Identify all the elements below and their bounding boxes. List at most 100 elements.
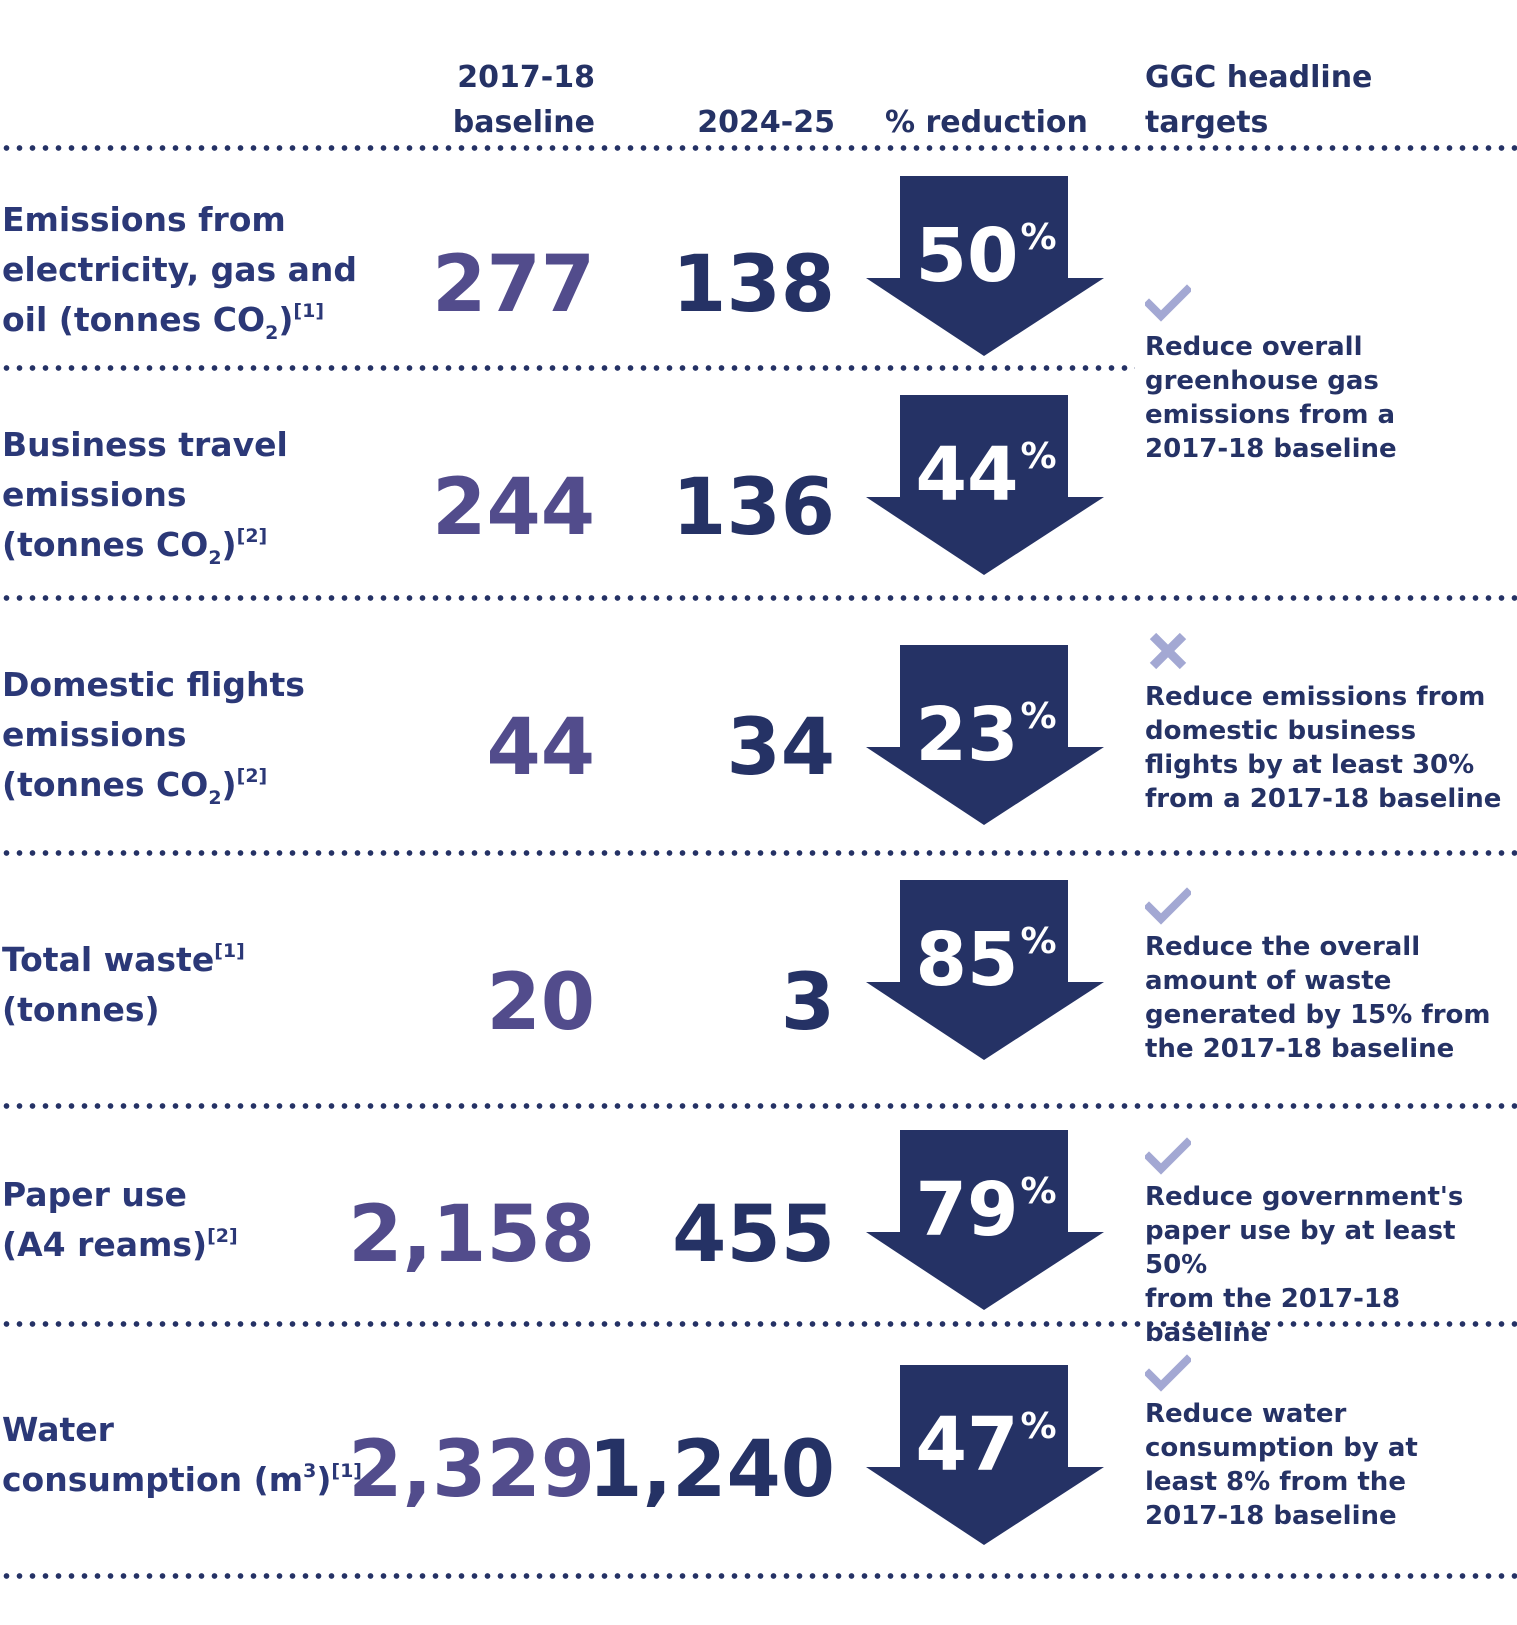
label-text: oil (tonnes CO <box>2 300 266 339</box>
percent-sign: % <box>1020 1406 1057 1447</box>
target-line: from the 2017-18 baseline <box>1145 1284 1401 1348</box>
header-reduction: % reduction <box>885 105 1088 140</box>
reduction-percent: 23% <box>886 695 1086 775</box>
down-arrow-icon <box>866 880 1104 1060</box>
label-text: (tonnes CO <box>2 765 209 804</box>
header-targets-line1: GGC headline <box>1145 60 1373 95</box>
down-arrow-icon <box>866 176 1104 356</box>
baseline-value: 2,158 <box>348 1190 595 1280</box>
percent-sign: % <box>1020 1171 1057 1212</box>
label-line: (A4 reams)[2] <box>2 1220 362 1270</box>
header-baseline-line2: baseline <box>452 105 595 140</box>
divider <box>0 1321 1517 1327</box>
reduction-arrow: 79% <box>866 1130 1104 1310</box>
reduction-percent: 47% <box>886 1405 1086 1485</box>
target-line: 2017-18 baseline <box>1145 1501 1397 1531</box>
label-line: Business travel <box>2 425 288 464</box>
reduction-arrow: 50% <box>866 176 1104 356</box>
target-text: Reduce the overall amount of waste gener… <box>1145 930 1510 1066</box>
target-line: Reduce the overall <box>1145 932 1421 962</box>
target-text: Reduce emissions from domestic business … <box>1145 680 1510 816</box>
row-label-domestic-flights: Domestic flights emissions (tonnes CO2)[… <box>2 660 362 810</box>
down-arrow-icon <box>866 645 1104 825</box>
reduction-percent: 85% <box>886 920 1086 1000</box>
down-arrow-icon <box>866 1365 1104 1545</box>
footnote-marker: [2] <box>207 1225 238 1247</box>
label-line: (tonnes CO2)[2] <box>2 760 362 810</box>
check-icon <box>1143 885 1193 931</box>
target-line: least 8% from the <box>1145 1467 1406 1497</box>
baseline-value: 44 <box>486 703 595 793</box>
target-line: greenhouse gas <box>1145 366 1379 396</box>
target-line: 2017-18 baseline <box>1145 434 1397 464</box>
target-text: Reduce overall greenhouse gas emissions … <box>1145 330 1510 466</box>
label-tail: ) <box>316 1460 332 1499</box>
target-line: flights by at least 30% <box>1145 750 1475 780</box>
label-tail: ) <box>221 765 237 804</box>
current-value: 138 <box>672 240 835 330</box>
current-value: 455 <box>672 1190 835 1280</box>
reduction-value: 50 <box>915 213 1019 299</box>
baseline-value: 277 <box>432 240 595 330</box>
label-line: (tonnes CO2)[2] <box>2 520 362 570</box>
footnote-marker: [2] <box>236 525 268 547</box>
header-current: 2024-25 <box>697 105 835 140</box>
label-line: emissions <box>2 715 187 754</box>
row-label-total-waste: Total waste[1] (tonnes) <box>2 935 362 1035</box>
check-icon <box>1143 282 1193 328</box>
header-targets: GGC headline targets <box>1145 55 1445 145</box>
label-text: consumption (m <box>2 1460 304 1499</box>
subscript: 2 <box>265 322 279 344</box>
divider <box>0 365 1135 371</box>
target-line: generated by 15% from <box>1145 1000 1491 1030</box>
target-line: Reduce water <box>1145 1399 1347 1429</box>
target-line: Reduce government's <box>1145 1182 1464 1212</box>
reduction-value: 79 <box>915 1167 1019 1253</box>
divider <box>0 145 1517 151</box>
label-line: Water <box>2 1410 114 1449</box>
subscript: 2 <box>208 787 222 809</box>
row-label-water-consumption: Water consumption (m3)[1] <box>2 1405 362 1505</box>
target-line: domestic business <box>1145 716 1417 746</box>
superscript: 3 <box>303 1460 317 1482</box>
footnote-marker: [1] <box>293 300 325 322</box>
current-value: 1,240 <box>588 1425 835 1515</box>
footnote-marker: [2] <box>236 765 268 787</box>
label-line: emissions <box>2 475 187 514</box>
percent-sign: % <box>1020 696 1057 737</box>
down-arrow-icon <box>866 1130 1104 1310</box>
label-line: Domestic flights <box>2 665 305 704</box>
row-label-business-travel: Business travel emissions (tonnes CO2)[2… <box>2 420 362 570</box>
reduction-arrow: 23% <box>866 645 1104 825</box>
reduction-arrow: 85% <box>866 880 1104 1060</box>
label-text: (tonnes CO <box>2 525 209 564</box>
header-targets-line2: targets <box>1145 105 1269 140</box>
check-icon <box>1143 1135 1193 1181</box>
check-icon <box>1143 1352 1193 1398</box>
label-line: Emissions from <box>2 200 286 239</box>
header-baseline-line1: 2017-18 <box>457 60 595 95</box>
target-line: emissions from a <box>1145 400 1396 430</box>
reduction-arrow: 47% <box>866 1365 1104 1545</box>
divider <box>0 1103 1517 1109</box>
label-line: (tonnes) <box>2 990 160 1029</box>
label-text: (A4 reams) <box>2 1225 208 1264</box>
label-tail: ) <box>221 525 237 564</box>
label-line: Total waste[1] <box>2 935 362 985</box>
reduction-value: 23 <box>915 692 1019 778</box>
target-line: consumption by at <box>1145 1433 1418 1463</box>
baseline-value: 2,329 <box>348 1425 595 1515</box>
target-line: from a 2017-18 baseline <box>1145 784 1502 814</box>
target-line: paper use by at least 50% <box>1145 1216 1456 1280</box>
footnote-marker: [1] <box>331 1460 362 1482</box>
row-label-energy-emissions: Emissions from electricity, gas and oil … <box>2 195 362 345</box>
reduction-value: 85 <box>915 917 1019 1003</box>
reduction-value: 47 <box>915 1402 1019 1488</box>
reduction-arrow: 44% <box>866 395 1104 575</box>
label-line: electricity, gas and <box>2 250 358 289</box>
current-value: 136 <box>672 463 835 553</box>
divider <box>0 850 1517 856</box>
percent-sign: % <box>1020 921 1057 962</box>
label-line: Paper use <box>2 1175 187 1214</box>
label-tail: ) <box>278 300 294 339</box>
